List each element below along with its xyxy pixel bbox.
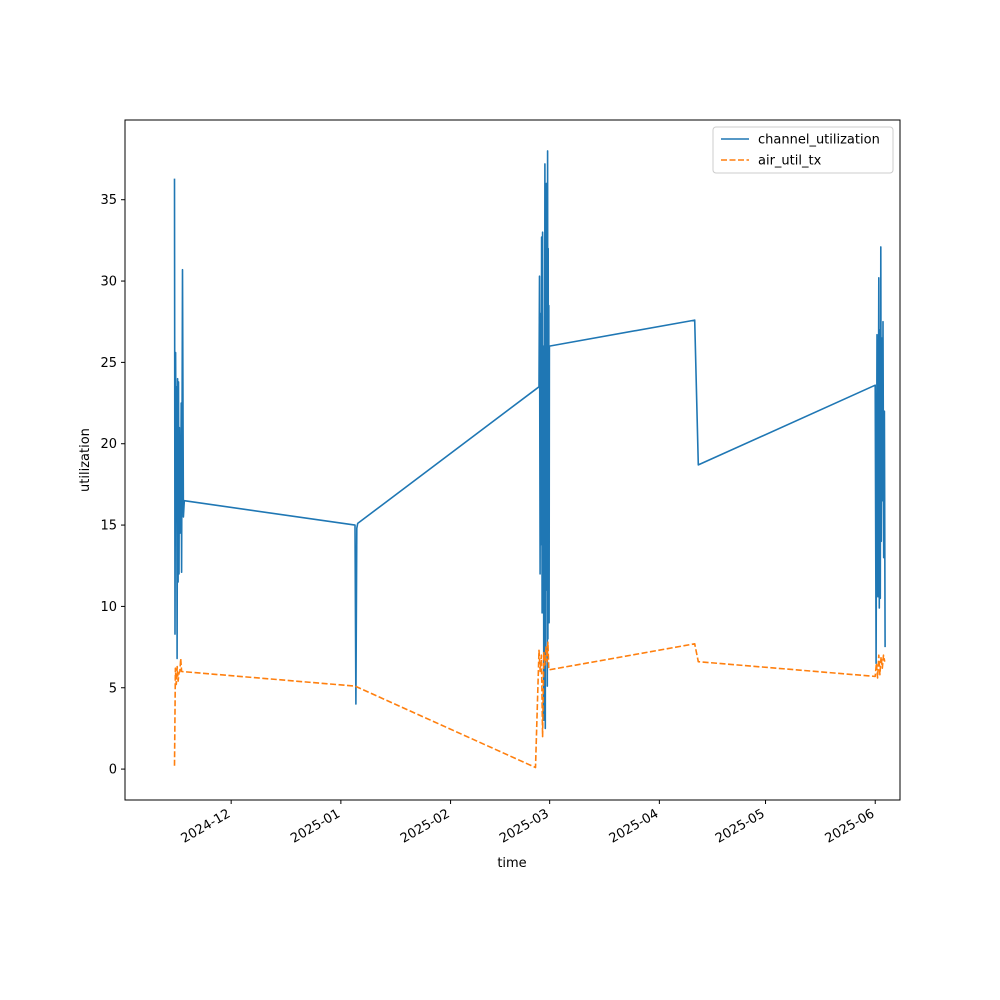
plot-frame <box>124 119 901 801</box>
y-tick-label: 0 <box>109 763 117 778</box>
legend-label: air_util_tx <box>758 154 822 169</box>
y-tick-label: 15 <box>100 519 117 534</box>
legend-box <box>712 126 894 174</box>
y-tick-label: 10 <box>100 600 117 615</box>
y-tick-label: 35 <box>100 193 117 208</box>
y-axis: 0 5 10 15 20 25 30 35 <box>100 193 125 778</box>
legend: channel_utilization air_util_tx <box>712 126 894 174</box>
series-line-air-util-tx <box>173 641 886 769</box>
y-tick-label: 20 <box>100 437 117 452</box>
x-axis-label: time <box>497 856 526 871</box>
y-tick-label: 5 <box>109 681 117 696</box>
y-axis-label: utilization <box>78 428 93 492</box>
y-tick-label: 25 <box>100 356 117 371</box>
y-tick-label: 30 <box>100 275 117 290</box>
series-line-channel-utilization <box>173 150 886 730</box>
series-layer <box>173 150 886 769</box>
legend-label: channel_utilization <box>758 133 880 148</box>
